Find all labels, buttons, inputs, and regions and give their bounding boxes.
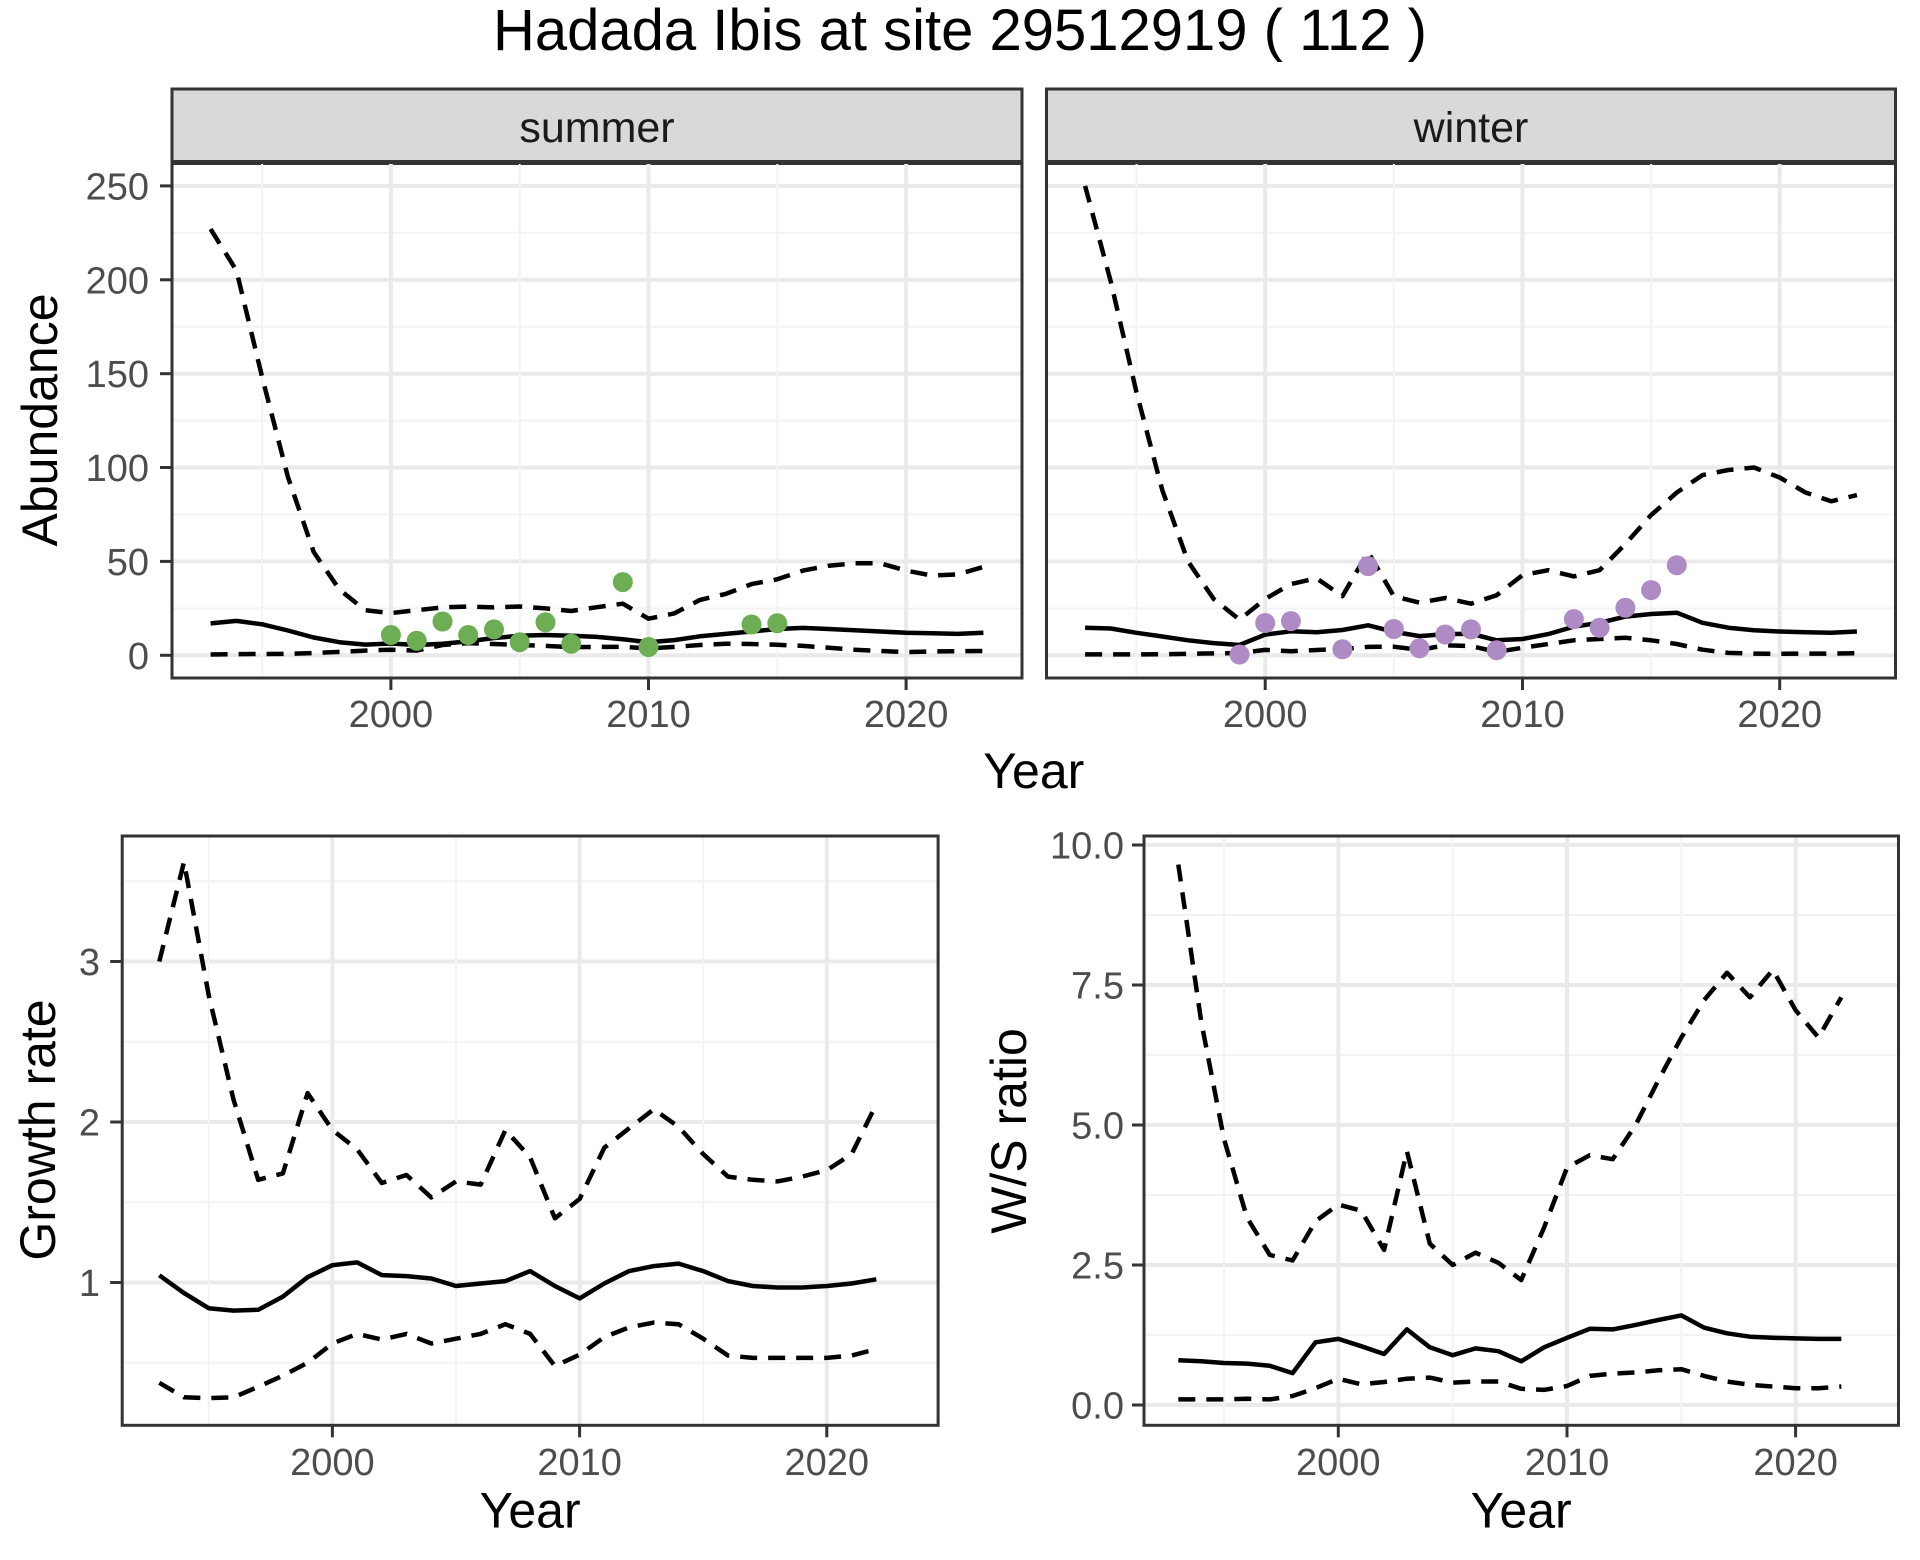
svg-text:1: 1 (79, 1263, 100, 1305)
svg-text:50: 50 (107, 542, 149, 584)
svg-text:2020: 2020 (1737, 694, 1822, 736)
svg-text:Year: Year (1471, 1483, 1572, 1539)
svg-text:0: 0 (128, 636, 149, 678)
svg-text:3: 3 (79, 942, 100, 984)
svg-text:2000: 2000 (349, 694, 434, 736)
svg-text:2000: 2000 (1223, 694, 1308, 736)
svg-text:Growth rate: Growth rate (10, 999, 66, 1260)
svg-text:0.0: 0.0 (1071, 1386, 1124, 1428)
svg-text:2010: 2010 (1525, 1442, 1610, 1484)
svg-text:2010: 2010 (537, 1442, 622, 1484)
svg-text:250: 250 (86, 166, 149, 208)
svg-text:2010: 2010 (1480, 694, 1565, 736)
svg-text:W/S ratio: W/S ratio (981, 1028, 1037, 1234)
svg-text:2: 2 (79, 1103, 100, 1145)
svg-text:summer: summer (519, 104, 674, 152)
svg-text:2010: 2010 (606, 694, 691, 736)
svg-text:2020: 2020 (785, 1442, 870, 1484)
svg-text:Year: Year (480, 1483, 581, 1539)
svg-text:2.5: 2.5 (1071, 1246, 1124, 1288)
svg-text:winter: winter (1413, 104, 1529, 152)
svg-text:7.5: 7.5 (1071, 966, 1124, 1008)
svg-text:2020: 2020 (864, 694, 949, 736)
svg-text:Abundance: Abundance (12, 293, 68, 546)
svg-text:10.0: 10.0 (1050, 826, 1124, 868)
svg-text:5.0: 5.0 (1071, 1106, 1124, 1148)
svg-text:Hadada Ibis at site 29512919 (: Hadada Ibis at site 29512919 ( 112 ) (493, 0, 1427, 63)
svg-text:100: 100 (86, 448, 149, 490)
svg-text:2000: 2000 (1296, 1442, 1381, 1484)
svg-text:150: 150 (86, 354, 149, 396)
svg-text:2000: 2000 (290, 1442, 375, 1484)
svg-text:200: 200 (86, 260, 149, 302)
svg-text:2020: 2020 (1753, 1442, 1838, 1484)
svg-text:Year: Year (983, 743, 1084, 799)
